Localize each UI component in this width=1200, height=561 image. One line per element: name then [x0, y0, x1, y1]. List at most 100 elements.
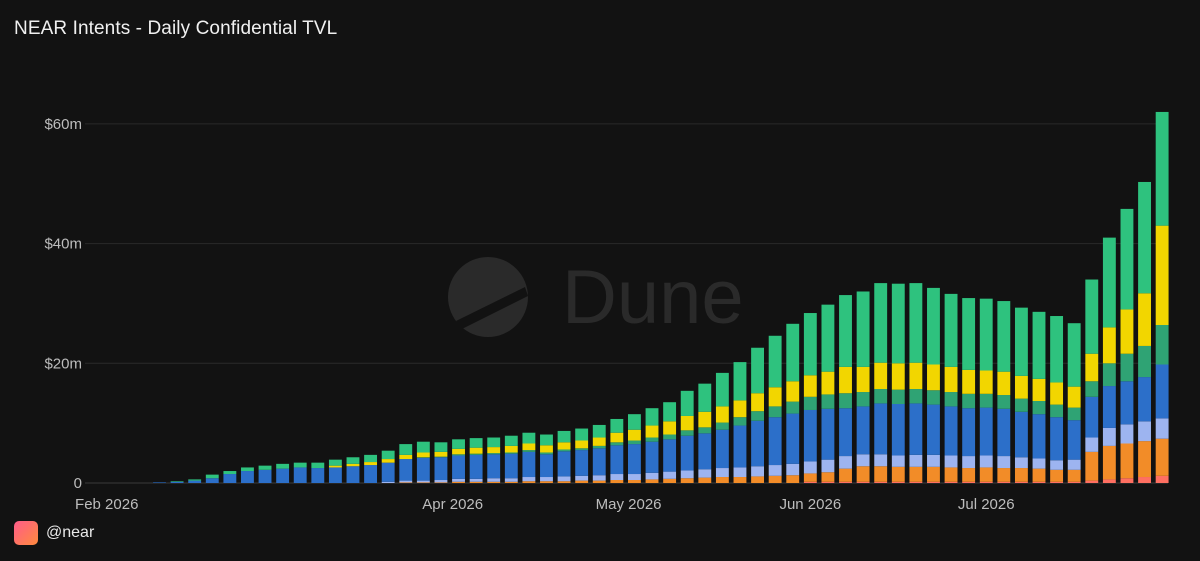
bar-segment-6 — [469, 447, 483, 454]
bar-segment-7 — [891, 283, 905, 364]
bar-segment-1 — [856, 481, 870, 483]
bar-segment-3 — [557, 476, 571, 482]
bar-segment-6 — [733, 400, 747, 418]
bar-segment-4 — [803, 409, 817, 462]
bar-segment-4 — [241, 471, 254, 483]
bar-segment-6 — [434, 451, 448, 457]
bar-segment-6 — [680, 415, 694, 431]
bar-segment-3 — [1067, 459, 1081, 470]
bar-segment-3 — [663, 471, 677, 479]
bar-segment-7 — [364, 454, 378, 463]
bar-segment-3 — [997, 456, 1011, 469]
bar-segment-5 — [874, 389, 888, 404]
y-tick-label: $20m — [44, 355, 82, 372]
bar-segment-2 — [416, 482, 430, 483]
bar-segment-1 — [1067, 481, 1081, 483]
bar-segment-5 — [698, 427, 712, 434]
y-axis-ticks: 0 $20m $40m $60m — [44, 116, 82, 492]
bar-segment-2 — [786, 475, 800, 483]
bar-segment-5 — [821, 394, 835, 409]
bar-segment-3 — [627, 474, 641, 481]
bar-segment-4 — [733, 425, 747, 468]
bar-segment-6 — [891, 363, 905, 390]
bar-segment-1 — [803, 481, 817, 483]
bar-segment-7 — [821, 304, 835, 372]
bar-segment-5 — [962, 393, 976, 409]
bar-segment-5 — [416, 457, 430, 458]
bar-segment-4 — [1032, 414, 1046, 459]
bar-segment-5 — [927, 390, 940, 405]
bar-segment-6 — [1085, 353, 1099, 382]
bar-segment-2 — [715, 477, 729, 483]
bar-segment-2 — [1067, 469, 1081, 482]
bar-segment-6 — [610, 432, 624, 443]
bar-segment-2 — [540, 481, 553, 483]
bar-segment-5 — [1032, 401, 1046, 415]
bar-segment-2 — [821, 472, 835, 482]
bar-segment-2 — [979, 467, 993, 482]
y-tick-label: $60m — [44, 116, 82, 133]
bar-segment-6 — [698, 411, 712, 428]
x-axis-ticks: Feb 2026 Apr 2026 May 2026 Jun 2026 Jul 2026 — [75, 496, 1015, 513]
bar-segment-4 — [1050, 417, 1064, 461]
bar-segment-1 — [1032, 481, 1046, 483]
bar-segment-4 — [944, 406, 958, 456]
bar-segment-5 — [1138, 345, 1151, 378]
bar-segment-1 — [1014, 481, 1028, 483]
bar-segment-7 — [751, 347, 765, 394]
bar-segment-4 — [698, 433, 712, 470]
bar-segment-4 — [205, 478, 219, 483]
bar-segment-2 — [1014, 468, 1028, 482]
bar-segment-5 — [540, 452, 553, 455]
bar-segment-7 — [1014, 307, 1028, 376]
bar-segment-7 — [504, 435, 518, 446]
bar-segment-2 — [522, 481, 536, 483]
bar-segment-6 — [768, 387, 782, 407]
bar-segment-4 — [364, 465, 378, 483]
x-tick-label: Jul 2026 — [958, 496, 1015, 513]
bar-segment-7 — [381, 450, 395, 460]
bar-segment-5 — [733, 417, 747, 426]
bar-segment-4 — [311, 468, 325, 483]
bar-segment-1 — [874, 481, 888, 483]
bar-segment-6 — [1120, 309, 1134, 354]
bar-segment-4 — [399, 459, 413, 481]
bar-segment-6 — [786, 381, 800, 402]
bar-segment-4 — [663, 439, 677, 472]
bar-segment-6 — [540, 445, 553, 453]
bar-segment-1 — [997, 481, 1011, 483]
bar-segment-3 — [1014, 457, 1028, 469]
bar-segment-4 — [927, 404, 940, 455]
bar-segment-7 — [962, 298, 976, 370]
bar-segment-7 — [1155, 111, 1169, 226]
bar-segment-5 — [1155, 325, 1169, 365]
bar-segment-7 — [645, 408, 659, 426]
bar-segment-2 — [1138, 441, 1151, 478]
bar-segment-3 — [487, 478, 501, 482]
bar-segment-1 — [927, 481, 940, 483]
bar-segment-2 — [803, 473, 817, 482]
bar-segment-7 — [557, 430, 571, 443]
bar-segment-5 — [786, 401, 800, 414]
bar-segment-5 — [680, 430, 694, 436]
bar-segment-4 — [768, 417, 782, 466]
x-tick-label: May 2026 — [596, 496, 662, 513]
bar-segment-7 — [786, 323, 800, 382]
bar-segment-6 — [557, 442, 571, 450]
bar-segment-2 — [434, 482, 448, 483]
bar-segment-5 — [997, 395, 1011, 409]
bar-segment-3 — [979, 455, 993, 468]
bar-segment-4 — [1102, 386, 1116, 428]
bar-segment-2 — [909, 466, 923, 482]
bar-segment-4 — [504, 453, 518, 479]
bar-segment-3 — [856, 454, 870, 467]
bar-segment-6 — [944, 366, 958, 393]
bar-segment-3 — [504, 478, 518, 482]
bar-segment-4 — [170, 481, 184, 483]
bar-segment-4 — [452, 455, 465, 479]
bar-segment-6 — [821, 371, 835, 395]
dune-watermark: Dune — [448, 255, 744, 340]
bar-segment-6 — [452, 448, 465, 455]
author-handle[interactable]: @near — [46, 524, 95, 541]
bar-segment-7 — [944, 293, 958, 367]
